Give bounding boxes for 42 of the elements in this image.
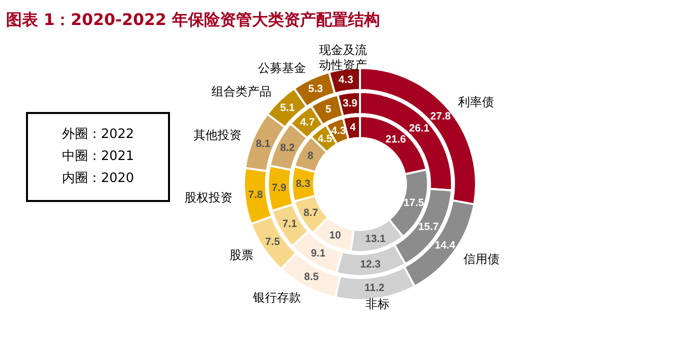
- data-label: 8: [307, 150, 314, 162]
- slice-label: 股票: [229, 248, 254, 262]
- note-box: 外圈：2022 中圈：2021 内圈：2020: [26, 112, 170, 202]
- data-label: 8.2: [280, 142, 295, 154]
- data-label: 4.3: [338, 74, 354, 86]
- data-label: 4.7: [300, 116, 315, 128]
- data-label: 17.5: [404, 196, 424, 209]
- slice-label: 非标: [366, 296, 390, 311]
- data-label: 5.1: [280, 102, 295, 114]
- data-label: 4.3: [331, 125, 346, 138]
- slice-label: 组合类产品: [212, 84, 272, 99]
- data-label: 12.3: [360, 258, 381, 270]
- data-label: 26.1: [409, 122, 430, 135]
- data-label: 21.6: [386, 134, 406, 146]
- data-label: 7.8: [248, 189, 264, 202]
- data-label: 27.8: [430, 110, 451, 123]
- data-label: 13.1: [365, 232, 386, 245]
- data-label: 8.7: [304, 206, 318, 219]
- slice-label: 股权投资: [184, 190, 233, 205]
- slice-label: 银行存款: [252, 290, 301, 304]
- data-label: 9.1: [310, 247, 326, 260]
- data-label: 15.7: [418, 221, 439, 234]
- data-label: 5: [325, 103, 332, 116]
- slice-label: 现金及流动性资产: [318, 43, 367, 72]
- data-label: 7.5: [265, 236, 280, 248]
- slice-label: 其他投资: [194, 128, 242, 142]
- data-label: 11.2: [364, 282, 385, 294]
- data-label: 7.9: [272, 182, 287, 194]
- data-label: 14.4: [434, 240, 456, 252]
- data-label: 8.3: [296, 178, 310, 190]
- data-label: 8.5: [304, 271, 319, 284]
- data-label: 7.1: [282, 218, 298, 230]
- slice-label: 信用债: [464, 252, 500, 266]
- slice-label: 公募基金: [258, 61, 306, 76]
- slice-label: 利率债: [458, 94, 494, 109]
- data-label: 5.3: [308, 82, 324, 95]
- data-label: 4.5: [318, 133, 332, 146]
- data-label: 4: [350, 121, 356, 134]
- data-label: 8.1: [256, 138, 270, 150]
- chart-title: 图表 1：2020-2022 年保险资管大类资产配置结构: [6, 10, 380, 29]
- data-label: 3.9: [342, 98, 358, 110]
- data-label: 10: [329, 229, 342, 242]
